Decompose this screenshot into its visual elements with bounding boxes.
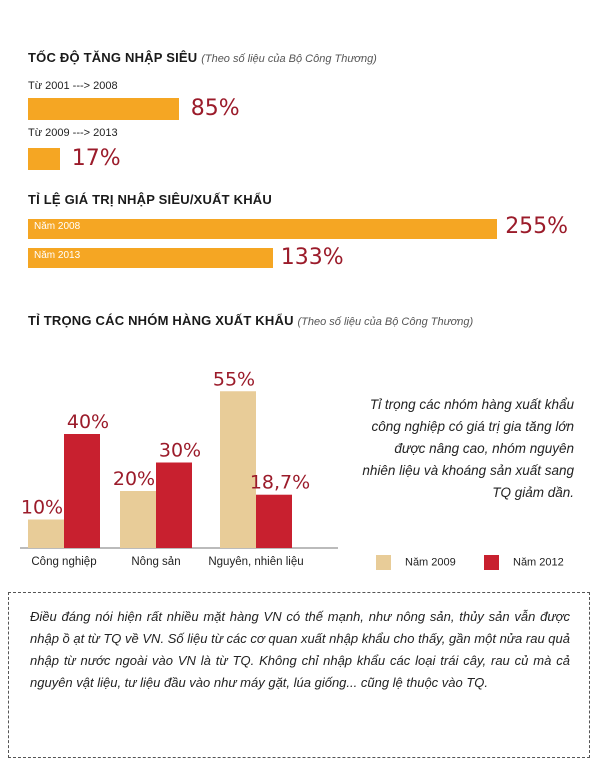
s1-bar-2001-2008 bbox=[28, 98, 179, 120]
s1-period-2: Từ 2009 ---> 2013 bbox=[28, 127, 118, 139]
bar-label-0-1: 40% bbox=[67, 411, 109, 433]
bar-label-1-0: 20% bbox=[113, 468, 155, 490]
s1-period-1: Từ 2001 ---> 2008 bbox=[28, 80, 118, 92]
bar-label-2-0: 55% bbox=[213, 368, 255, 390]
category-label-1: Nông sản bbox=[131, 556, 180, 568]
section1-title: TỐC ĐỘ TĂNG NHẬP SIÊU (Theo số liệu của … bbox=[28, 50, 377, 65]
legend-swatch-2009 bbox=[376, 555, 391, 570]
bar-label-2-1: 18,7% bbox=[250, 472, 310, 494]
bar-2-1 bbox=[256, 494, 292, 548]
s1-value-2009-2013: 17% bbox=[71, 146, 121, 171]
bar-1-1 bbox=[156, 462, 192, 548]
bar-2-0 bbox=[220, 391, 256, 548]
s2-bar-2013-label: Năm 2013 bbox=[34, 250, 81, 261]
s2-bar-2008: Năm 2008 bbox=[28, 219, 498, 239]
section3-title: TỈ TRỌNG CÁC NHÓM HÀNG XUẤT KHẨU (Theo s… bbox=[28, 313, 473, 328]
bottom-note-text: Điều đáng nói hiện rất nhiều mặt hàng VN… bbox=[30, 609, 570, 690]
s2-value-2008: 255% bbox=[505, 214, 569, 239]
category-label-2: Nguyên, nhiên liệu bbox=[208, 556, 303, 568]
bar-label-1-1: 30% bbox=[159, 440, 201, 462]
section3-title-text: TỈ TRỌNG CÁC NHÓM HÀNG XUẤT KHẨU bbox=[28, 313, 294, 328]
legend-2012: Năm 2012 bbox=[484, 555, 564, 570]
bottom-note-box bbox=[8, 592, 590, 758]
s2-bar-2013: Năm 2013 bbox=[28, 248, 273, 268]
legend-swatch-2012 bbox=[484, 555, 499, 570]
bar-1-0 bbox=[120, 491, 156, 548]
s2-bar-2008-label: Năm 2008 bbox=[34, 221, 81, 232]
s1-bar-2009-2013 bbox=[28, 148, 60, 170]
section1-title-text: TỐC ĐỘ TĂNG NHẬP SIÊU bbox=[28, 50, 198, 65]
legend-label-2009: Năm 2009 bbox=[405, 556, 456, 569]
s1-value-2001-2008: 85% bbox=[190, 96, 240, 121]
export-share-chart: 10% 40% Công nghiệp 20%30% Nông sản 55% 18,7% N… bbox=[20, 368, 338, 568]
bar-0-0 bbox=[28, 519, 64, 548]
bar-label-0-0: 10% bbox=[21, 497, 63, 519]
legend-label-2012: Năm 2012 bbox=[513, 556, 564, 569]
section2-title: TỈ LỆ GIÁ TRỊ NHẬP SIÊU/XUẤT KHẨU bbox=[28, 192, 272, 207]
section3-note: (Theo số liệu của Bộ Công Thương) bbox=[297, 316, 474, 328]
section1-note: (Theo số liệu của Bộ Công Thương) bbox=[201, 53, 377, 65]
s2-value-2013: 133% bbox=[280, 245, 344, 270]
chart-side-note: Tỉ trọng các nhóm hàng xuất khẩu công ng… bbox=[362, 397, 574, 500]
category-label-0: Công nghiệp bbox=[31, 556, 96, 568]
bar-0-1 bbox=[64, 434, 100, 548]
legend-2009: Năm 2009 bbox=[376, 555, 456, 570]
